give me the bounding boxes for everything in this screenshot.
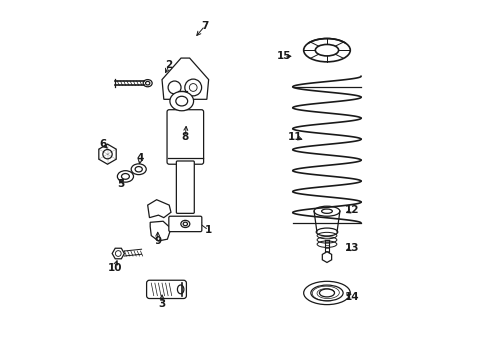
Polygon shape	[162, 58, 208, 99]
Text: 6: 6	[99, 139, 106, 149]
Ellipse shape	[315, 44, 338, 56]
Polygon shape	[99, 144, 116, 164]
Polygon shape	[112, 248, 124, 259]
Ellipse shape	[181, 220, 189, 228]
Text: 3: 3	[158, 299, 165, 309]
Text: 15: 15	[276, 51, 290, 61]
Text: 2: 2	[165, 60, 172, 70]
Polygon shape	[147, 200, 171, 218]
Text: 4: 4	[137, 153, 144, 163]
Text: 12: 12	[344, 206, 359, 216]
Ellipse shape	[177, 285, 183, 294]
Text: 14: 14	[344, 292, 359, 302]
Ellipse shape	[117, 171, 133, 182]
Ellipse shape	[169, 91, 193, 111]
Ellipse shape	[303, 39, 349, 62]
Polygon shape	[181, 112, 192, 122]
FancyBboxPatch shape	[167, 110, 203, 164]
Text: 11: 11	[287, 132, 301, 142]
Text: 13: 13	[344, 243, 359, 253]
Ellipse shape	[143, 80, 152, 87]
Text: 10: 10	[107, 263, 122, 273]
Text: 9: 9	[154, 236, 161, 246]
Circle shape	[184, 79, 201, 96]
Ellipse shape	[131, 164, 146, 175]
Text: 5: 5	[117, 179, 124, 189]
Text: 7: 7	[201, 21, 208, 31]
Ellipse shape	[313, 206, 339, 216]
Text: 1: 1	[204, 225, 212, 235]
FancyBboxPatch shape	[176, 161, 194, 213]
FancyBboxPatch shape	[168, 216, 202, 231]
Circle shape	[168, 81, 181, 94]
Polygon shape	[322, 252, 331, 262]
Ellipse shape	[316, 228, 337, 236]
FancyBboxPatch shape	[146, 280, 186, 298]
Text: 8: 8	[182, 132, 188, 142]
Ellipse shape	[303, 281, 349, 305]
Polygon shape	[150, 221, 171, 241]
